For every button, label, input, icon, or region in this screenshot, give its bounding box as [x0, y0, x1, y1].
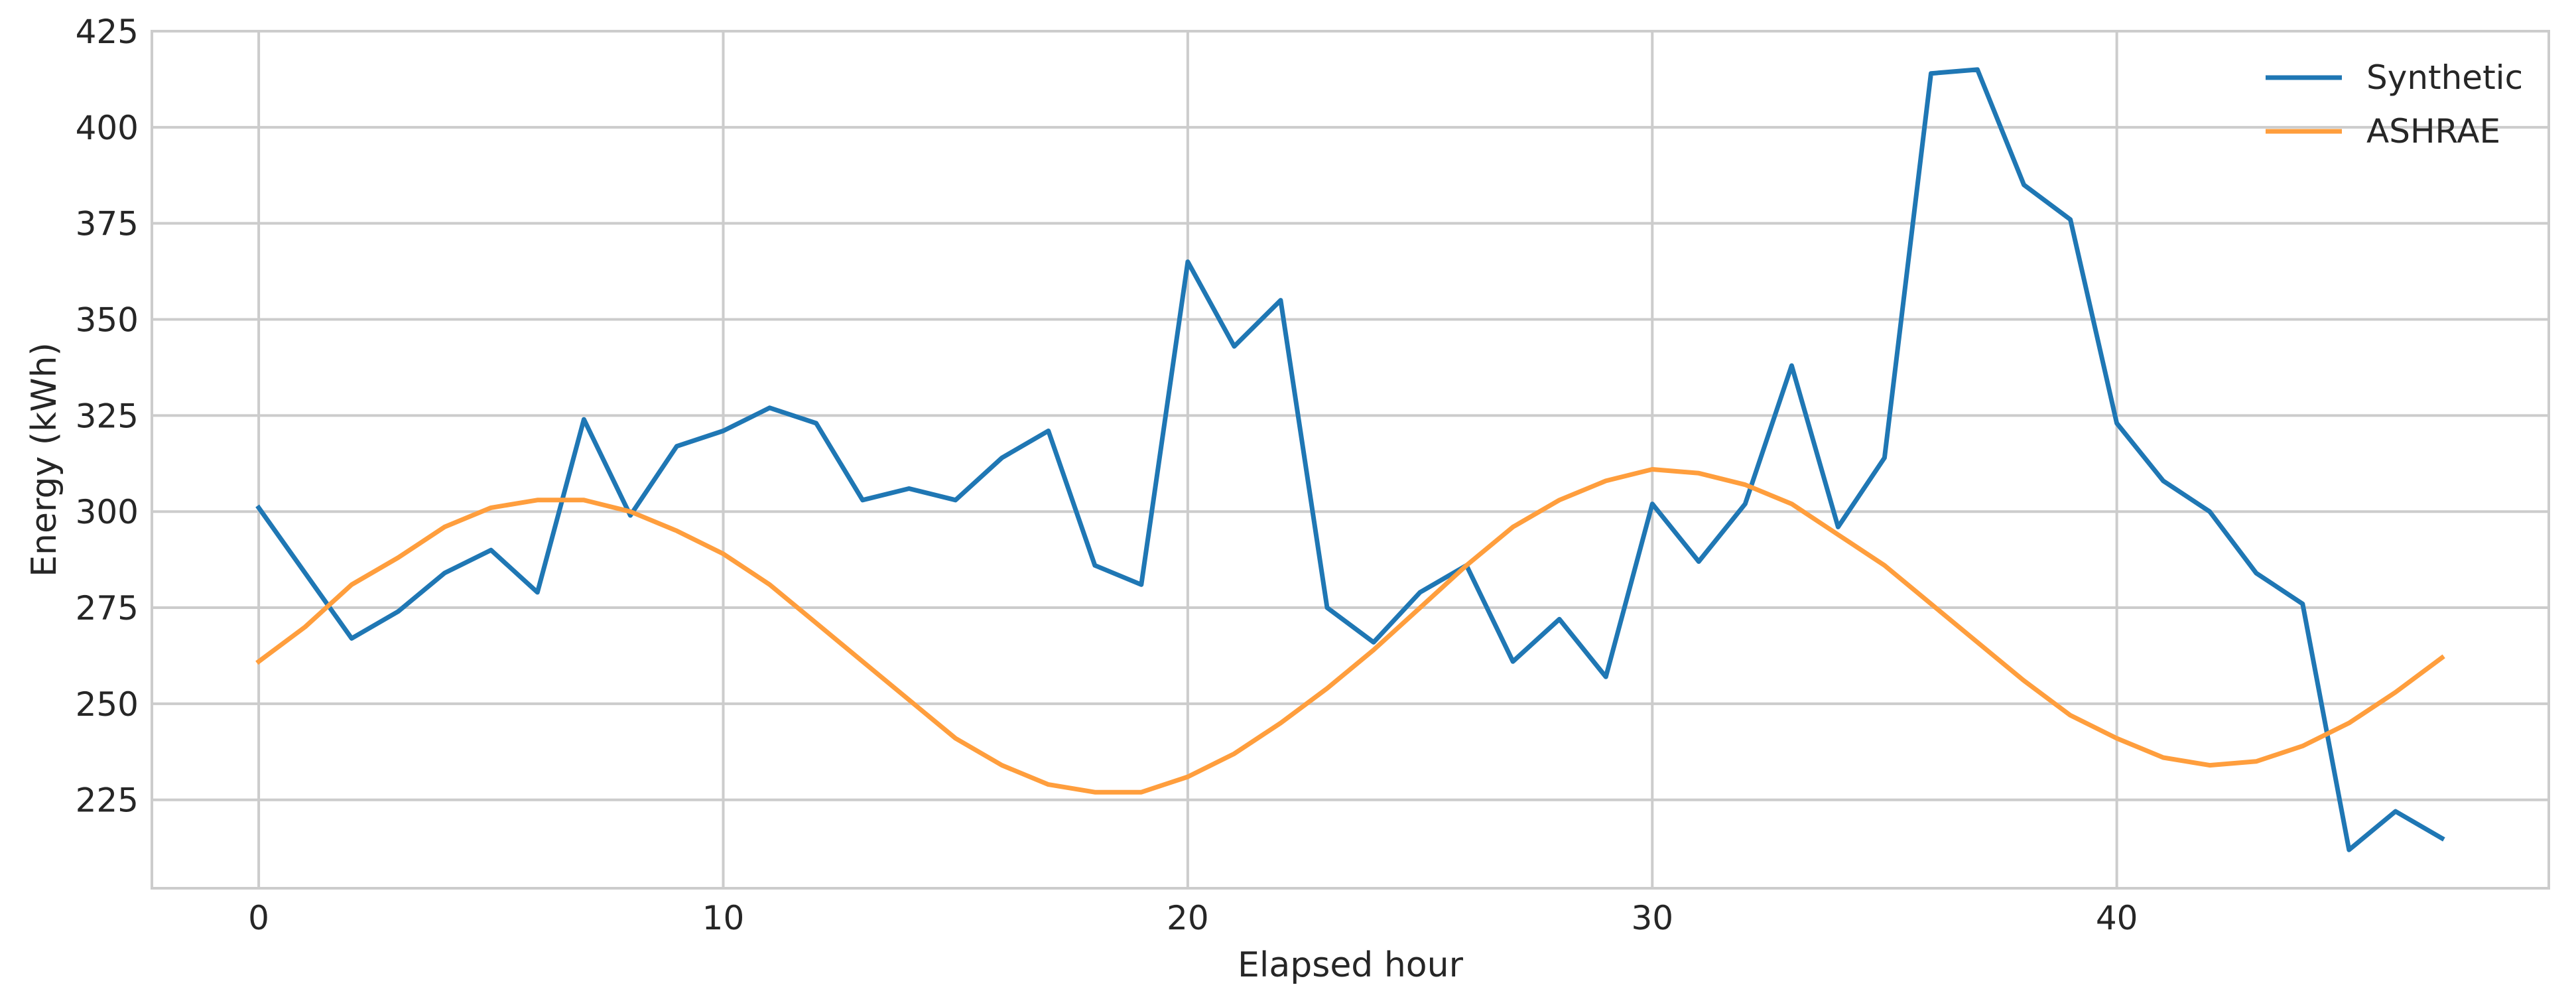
x-tick-labels: 0 10 20 30 40 [248, 899, 2138, 937]
y-tick-label: 400 [76, 109, 139, 147]
y-tick-label: 375 [76, 205, 139, 243]
plot-frame [151, 30, 2550, 890]
y-tick-label: 225 [76, 781, 139, 820]
series-line-ashrae [255, 467, 2445, 795]
legend-label-synthetic: Synthetic [2366, 58, 2523, 97]
x-tick-label: 30 [1631, 899, 1673, 937]
series-line-synthetic [255, 67, 2445, 852]
x-tick-label: 10 [702, 899, 745, 937]
x-tick-label: 20 [1167, 899, 1209, 937]
y-axis-label: Energy (kWh) [25, 342, 64, 577]
plot-background [152, 31, 2549, 888]
x-axis-label: Elapsed hour [1238, 945, 1464, 985]
y-tick-labels: 225 250 275 300 325 350 375 400 425 [76, 13, 139, 820]
y-tick-label: 325 [76, 397, 139, 435]
legend-label-ashrae: ASHRAE [2366, 112, 2500, 151]
x-gridlines [257, 31, 2118, 888]
legend: Synthetic ASHRAE [2266, 58, 2523, 151]
series-layer [255, 67, 2445, 852]
y-tick-label: 350 [76, 301, 139, 340]
y-tick-label: 250 [76, 685, 139, 724]
y-tick-label: 300 [76, 493, 139, 531]
y-tick-label: 425 [76, 13, 139, 51]
y-tick-label: 275 [76, 589, 139, 628]
x-tick-label: 0 [248, 899, 269, 937]
x-tick-label: 40 [2096, 899, 2138, 937]
